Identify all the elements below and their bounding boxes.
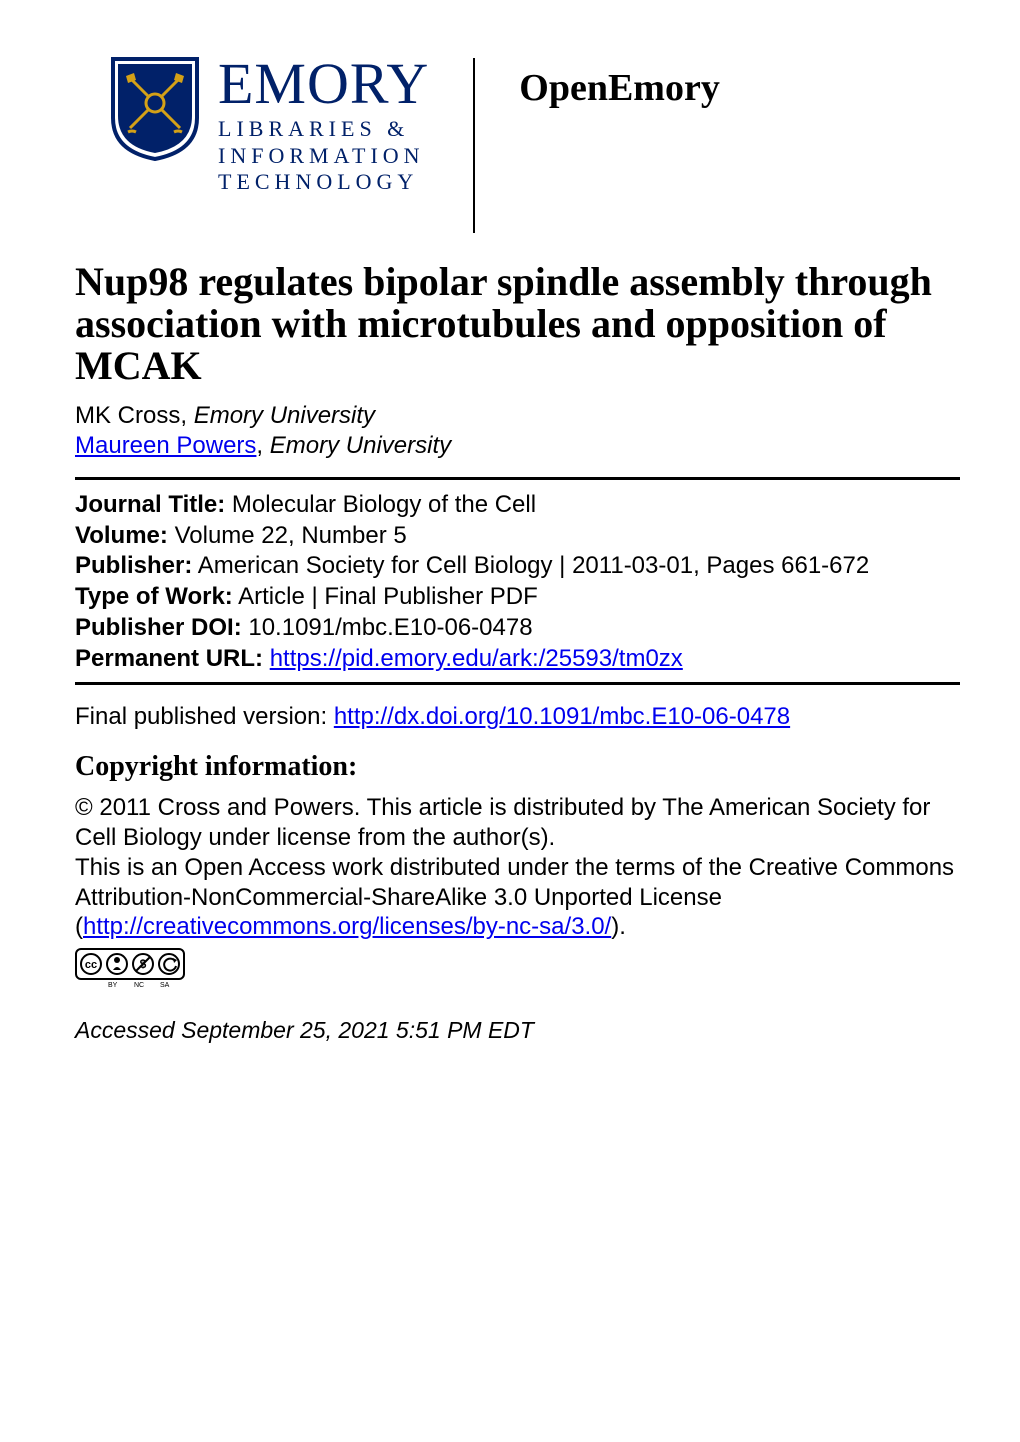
svg-text:BY: BY bbox=[108, 982, 118, 988]
emory-word: EMORY bbox=[218, 50, 429, 117]
emory-sub-3: TECHNOLOGY bbox=[218, 168, 429, 197]
openemory-wordmark: OpenEmory bbox=[519, 66, 720, 110]
meta-row: Volume: Volume 22, Number 5 bbox=[75, 521, 960, 552]
author-list: MK Cross, Emory University Maureen Power… bbox=[75, 401, 960, 461]
metadata-block: Journal Title: Molecular Biology of the … bbox=[75, 490, 960, 674]
permanent-url-link[interactable]: https://pid.emory.edu/ark:/25593/tm0zx bbox=[270, 645, 683, 672]
author-line: Maureen Powers, Emory University bbox=[75, 431, 960, 461]
divider-rule bbox=[75, 682, 960, 685]
emory-sub-2: INFORMATION bbox=[218, 142, 429, 171]
accessed-timestamp: Accessed September 25, 2021 5:51 PM EDT bbox=[75, 1017, 960, 1044]
meta-row: Journal Title: Molecular Biology of the … bbox=[75, 490, 960, 521]
copyright-para-1: © 2011 Cross and Powers. This article is… bbox=[75, 793, 960, 853]
emory-shield-icon bbox=[110, 56, 200, 161]
header-divider bbox=[473, 58, 475, 233]
published-version: Final published version: http://dx.doi.o… bbox=[75, 703, 960, 731]
svg-text:cc: cc bbox=[85, 959, 97, 971]
author-name: MK Cross bbox=[75, 402, 180, 429]
author-affiliation: Emory University bbox=[270, 432, 451, 459]
copyright-para-2: This is an Open Access work distributed … bbox=[75, 853, 960, 942]
meta-label: Type of Work: bbox=[75, 583, 233, 610]
meta-value: American Society for Cell Biology | 2011… bbox=[192, 552, 869, 579]
meta-value: Volume 22, Number 5 bbox=[168, 522, 407, 549]
cc-by-nc-sa-badge-icon: cc $ BY NC SA bbox=[75, 948, 185, 988]
copyright-heading: Copyright information: bbox=[75, 751, 960, 783]
meta-value-prefix bbox=[263, 645, 270, 672]
meta-label: Publisher: bbox=[75, 552, 192, 579]
author-affiliation: Emory University bbox=[194, 402, 375, 429]
author-link[interactable]: Maureen Powers bbox=[75, 432, 256, 459]
meta-row: Publisher DOI: 10.1091/mbc.E10-06-0478 bbox=[75, 613, 960, 644]
meta-label: Journal Title: bbox=[75, 491, 225, 518]
published-version-label: Final published version: bbox=[75, 703, 334, 730]
copyright-text: © 2011 Cross and Powers. This article is… bbox=[75, 793, 960, 942]
meta-label: Publisher DOI: bbox=[75, 614, 242, 641]
paper-title: Nup98 regulates bipolar spindle assembly… bbox=[75, 261, 960, 387]
svg-text:NC: NC bbox=[134, 982, 144, 988]
meta-row: Type of Work: Article | Final Publisher … bbox=[75, 582, 960, 613]
meta-value: 10.1091/mbc.E10-06-0478 bbox=[242, 614, 533, 641]
author-line: MK Cross, Emory University bbox=[75, 401, 960, 431]
meta-value: Article | Final Publisher PDF bbox=[233, 583, 538, 610]
meta-label: Volume: bbox=[75, 522, 168, 549]
meta-value: Molecular Biology of the Cell bbox=[225, 491, 536, 518]
meta-row: Publisher: American Society for Cell Bio… bbox=[75, 551, 960, 582]
emory-sub-1: LIBRARIES & bbox=[218, 115, 429, 144]
divider-rule bbox=[75, 477, 960, 480]
svg-text:SA: SA bbox=[160, 982, 170, 988]
meta-label: Permanent URL: bbox=[75, 645, 263, 672]
published-version-link[interactable]: http://dx.doi.org/10.1091/mbc.E10-06-047… bbox=[334, 703, 790, 730]
meta-row: Permanent URL: https://pid.emory.edu/ark… bbox=[75, 644, 960, 675]
header: EMORY LIBRARIES & INFORMATION TECHNOLOGY… bbox=[110, 50, 960, 233]
emory-wordmark: EMORY LIBRARIES & INFORMATION TECHNOLOGY bbox=[218, 50, 429, 197]
cc-license-link[interactable]: http://creativecommons.org/licenses/by-n… bbox=[83, 913, 611, 940]
